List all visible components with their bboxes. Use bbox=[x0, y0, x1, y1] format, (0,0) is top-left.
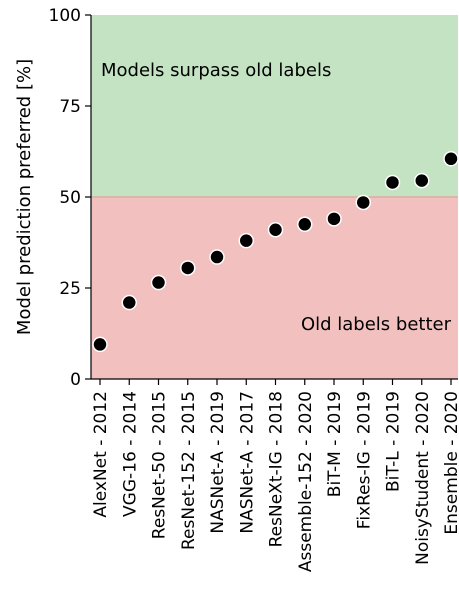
x-tick-label: NASNet-A - 2019 bbox=[208, 391, 228, 534]
x-tick-label: BiT-L - 2019 bbox=[384, 391, 404, 492]
x-tick-label: NoisyStudent - 2020 bbox=[413, 391, 433, 565]
data-point bbox=[150, 274, 167, 291]
y-axis-label: Model prediction preferred [%] bbox=[14, 59, 35, 335]
data-point bbox=[384, 174, 401, 191]
y-ticks: 0 25 50 75 100 bbox=[49, 6, 91, 390]
data-point bbox=[443, 151, 459, 167]
x-tick-label: VGG-16 - 2014 bbox=[120, 391, 140, 517]
data-point bbox=[326, 211, 342, 227]
x-tick-label: ResNet-50 - 2015 bbox=[150, 391, 170, 539]
x-tick-label: AlexNet - 2012 bbox=[91, 391, 111, 518]
region-label-upper: Models surpass old labels bbox=[101, 60, 331, 81]
x-tick-label: FixRes-IG - 2019 bbox=[354, 391, 374, 529]
data-point bbox=[180, 260, 196, 276]
x-tick-label: ResNet-152 - 2015 bbox=[179, 391, 199, 550]
data-point bbox=[209, 249, 225, 265]
data-point bbox=[297, 216, 313, 233]
y-tick-label: 25 bbox=[59, 279, 81, 299]
y-tick-label: 100 bbox=[49, 6, 81, 26]
data-points bbox=[92, 151, 459, 353]
region-label-lower: Old labels better bbox=[301, 314, 452, 335]
x-tick-label: BiT-M - 2019 bbox=[325, 391, 345, 497]
data-point bbox=[238, 232, 254, 249]
x-ticks: AlexNet - 2012 VGG-16 - 2014 ResNet-50 - 2… bbox=[91, 379, 459, 572]
data-point bbox=[92, 336, 108, 353]
x-tick-label: NASNet-A - 2017 bbox=[237, 391, 257, 534]
data-point bbox=[121, 294, 137, 311]
x-tick-label: Ensemble - 2020 bbox=[442, 391, 459, 535]
region-upper bbox=[91, 15, 458, 197]
data-point bbox=[414, 172, 430, 189]
x-tick-label: ResNeXt-IG - 2018 bbox=[267, 391, 287, 547]
x-tick-label: Assemble-152 - 2020 bbox=[296, 391, 316, 572]
y-tick-label: 0 bbox=[70, 370, 81, 390]
y-tick-label: 50 bbox=[59, 188, 81, 208]
data-point bbox=[267, 222, 284, 238]
data-point bbox=[355, 194, 371, 211]
y-tick-label: 75 bbox=[59, 97, 81, 117]
